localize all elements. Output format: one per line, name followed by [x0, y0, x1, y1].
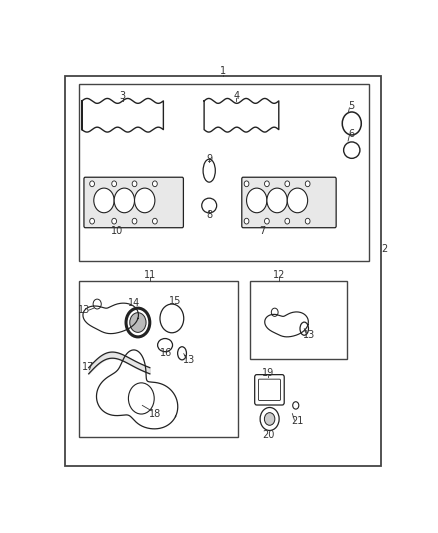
Circle shape: [287, 188, 307, 213]
Circle shape: [267, 188, 287, 213]
Text: 7: 7: [259, 227, 265, 237]
Circle shape: [114, 188, 134, 213]
Text: 16: 16: [160, 348, 172, 358]
Bar: [78, 84, 369, 261]
Circle shape: [265, 413, 275, 425]
Circle shape: [305, 219, 310, 224]
Circle shape: [285, 219, 290, 224]
Text: 10: 10: [111, 227, 124, 237]
Circle shape: [126, 308, 150, 337]
Circle shape: [90, 181, 95, 187]
Text: 2: 2: [381, 244, 388, 254]
Circle shape: [112, 181, 117, 187]
Text: 13: 13: [78, 305, 90, 315]
Circle shape: [152, 219, 157, 224]
Circle shape: [134, 188, 155, 213]
Text: 13: 13: [303, 330, 315, 340]
Circle shape: [90, 219, 95, 224]
Text: 1: 1: [220, 66, 226, 76]
Text: 19: 19: [262, 368, 274, 378]
Circle shape: [265, 181, 269, 187]
FancyBboxPatch shape: [242, 177, 336, 228]
Text: 11: 11: [144, 270, 156, 279]
Circle shape: [94, 188, 114, 213]
Circle shape: [247, 188, 267, 213]
Circle shape: [285, 181, 290, 187]
Circle shape: [244, 181, 249, 187]
Text: 18: 18: [149, 409, 161, 418]
Circle shape: [152, 181, 157, 187]
Bar: [78, 281, 238, 438]
Bar: [250, 281, 346, 359]
Circle shape: [305, 181, 310, 187]
Circle shape: [130, 313, 146, 333]
Text: 3: 3: [120, 91, 126, 101]
Text: 13: 13: [183, 356, 195, 365]
Circle shape: [112, 219, 117, 224]
Text: 21: 21: [291, 416, 304, 426]
Text: 8: 8: [206, 210, 212, 220]
Text: 6: 6: [349, 129, 355, 139]
Circle shape: [132, 219, 137, 224]
Text: 17: 17: [82, 362, 94, 372]
Text: 4: 4: [233, 91, 240, 101]
Circle shape: [244, 219, 249, 224]
Text: 15: 15: [169, 296, 181, 306]
Text: 9: 9: [206, 154, 212, 164]
Circle shape: [265, 219, 269, 224]
Text: 14: 14: [128, 298, 141, 308]
Text: 20: 20: [262, 430, 275, 440]
Text: 5: 5: [349, 101, 355, 111]
FancyBboxPatch shape: [84, 177, 184, 228]
Circle shape: [132, 181, 137, 187]
Text: 12: 12: [272, 270, 285, 279]
